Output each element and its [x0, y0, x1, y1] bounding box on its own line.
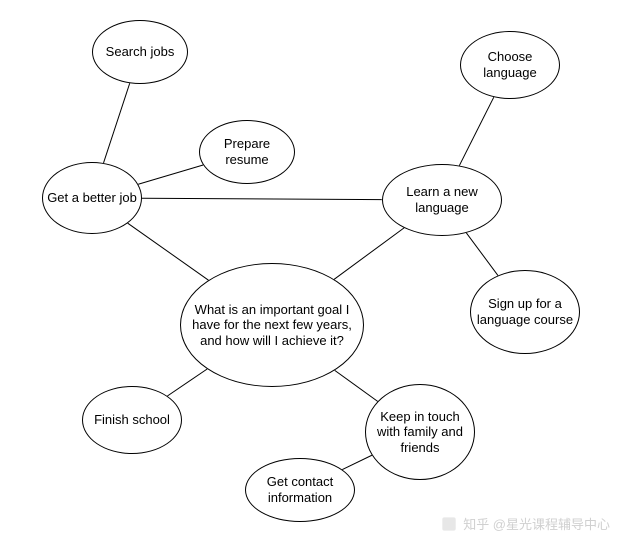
node-label: Get a better job [47, 190, 137, 206]
node-signup: Sign up for a language course [470, 270, 580, 354]
watermark: 知乎 @星光课程辅导中心 [441, 514, 610, 533]
node-label: Choose language [465, 49, 555, 80]
zhihu-icon [441, 516, 457, 532]
edge [466, 233, 498, 276]
node-betterjob: Get a better job [42, 162, 142, 234]
edge [342, 455, 372, 469]
node-contact: Get contact information [245, 458, 355, 522]
node-finish: Finish school [82, 386, 182, 454]
node-resume: Prepare resume [199, 120, 295, 184]
node-label: Search jobs [106, 44, 175, 60]
node-center: What is an important goal I have for the… [180, 263, 364, 387]
node-label: Get contact information [250, 474, 350, 505]
node-searchjobs: Search jobs [92, 20, 188, 84]
node-keepintouch: Keep in touch with family and friends [365, 384, 475, 480]
edge [334, 228, 404, 279]
node-label: Sign up for a language course [475, 296, 575, 327]
node-label: Learn a new language [387, 184, 497, 215]
node-label: Finish school [94, 412, 170, 428]
node-chooselang: Choose language [460, 31, 560, 99]
edge [459, 97, 493, 165]
edge [138, 165, 203, 184]
node-label: What is an important goal I have for the… [185, 302, 359, 349]
edge [167, 369, 207, 396]
edge [104, 83, 130, 163]
edge [142, 198, 382, 199]
node-label: Keep in touch with family and friends [370, 409, 470, 456]
node-learnlang: Learn a new language [382, 164, 502, 236]
watermark-text: 知乎 @星光课程辅导中心 [463, 514, 610, 533]
node-label: Prepare resume [204, 136, 290, 167]
edge [128, 223, 209, 280]
edge [335, 370, 378, 401]
